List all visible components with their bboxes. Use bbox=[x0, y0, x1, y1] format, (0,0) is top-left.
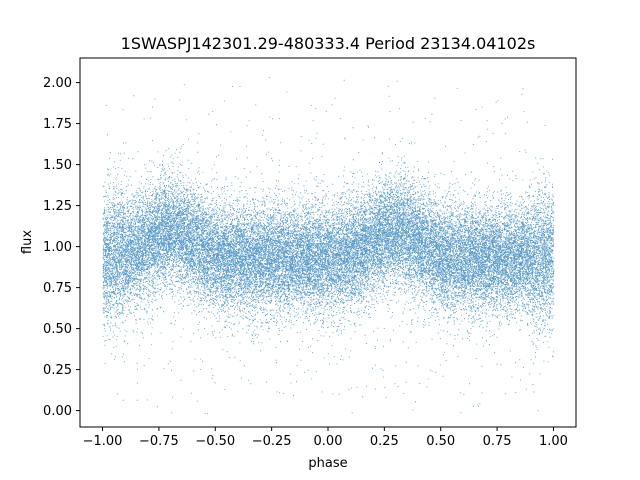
y-tick-label: 0.25 bbox=[43, 363, 72, 378]
y-tick-label: 1.25 bbox=[43, 199, 72, 214]
x-tick-label: 0.75 bbox=[483, 434, 512, 449]
chart-title: 1SWASPJ142301.29-480333.4 Period 23134.0… bbox=[121, 34, 536, 53]
x-tick-label: −0.25 bbox=[252, 434, 292, 449]
x-tick-label: 0.00 bbox=[314, 434, 343, 449]
data-points bbox=[102, 77, 555, 415]
x-axis: −1.00 −0.75 −0.50 −0.25 0.00 0.25 0.50 0.75 1.00 bbox=[83, 427, 568, 449]
x-tick-label: 0.50 bbox=[426, 434, 455, 449]
y-tick-label: 0.50 bbox=[43, 322, 72, 337]
y-axis: 0.00 0.25 0.50 0.75 1.00 1.25 1.50 1.75 2.00 bbox=[43, 76, 80, 419]
x-tick-label: −0.75 bbox=[139, 434, 179, 449]
x-tick-label: −1.00 bbox=[83, 434, 123, 449]
x-tick-label: 0.25 bbox=[370, 434, 399, 449]
y-tick-label: 2.00 bbox=[43, 76, 72, 91]
y-tick-label: 1.75 bbox=[43, 117, 72, 132]
x-tick-label: −0.50 bbox=[195, 434, 235, 449]
scatter-points bbox=[102, 77, 555, 415]
x-tick-label: 1.00 bbox=[539, 434, 568, 449]
y-tick-label: 0.00 bbox=[43, 404, 72, 419]
y-axis-label: flux bbox=[20, 230, 35, 254]
y-tick-label: 1.50 bbox=[43, 158, 72, 173]
x-axis-label: phase bbox=[308, 456, 347, 471]
y-tick-label: 0.75 bbox=[43, 281, 72, 296]
y-tick-label: 1.00 bbox=[43, 240, 72, 255]
